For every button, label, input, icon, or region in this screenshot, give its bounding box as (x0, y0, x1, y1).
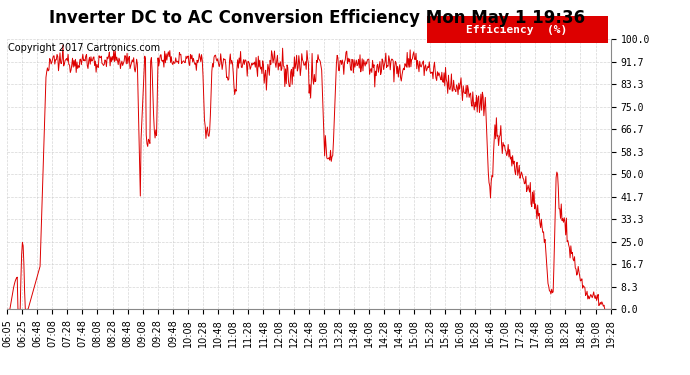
Text: Inverter DC to AC Conversion Efficiency Mon May 1 19:36: Inverter DC to AC Conversion Efficiency … (50, 9, 585, 27)
Text: Copyright 2017 Cartronics.com: Copyright 2017 Cartronics.com (8, 44, 160, 53)
Text: Efficiency  (%): Efficiency (%) (466, 24, 568, 34)
